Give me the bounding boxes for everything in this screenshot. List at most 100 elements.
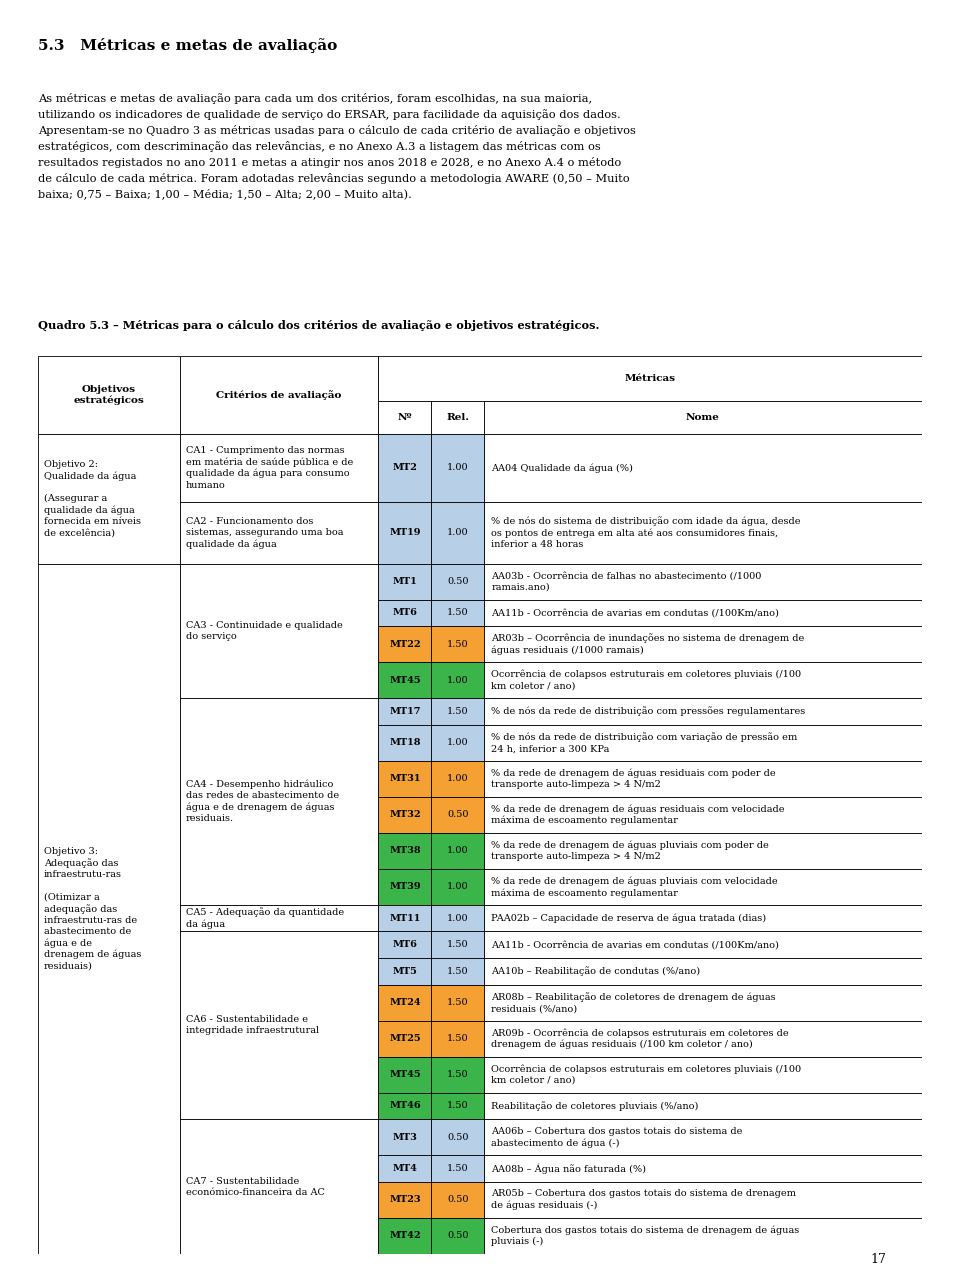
Bar	[180, 434, 378, 502]
Bar	[485, 959, 922, 984]
Bar	[431, 833, 485, 869]
Text: AA08b – Água não faturada (%): AA08b – Água não faturada (%)	[492, 1164, 646, 1174]
Text: 1.50: 1.50	[447, 941, 468, 950]
Bar	[485, 833, 922, 869]
Text: MT19: MT19	[389, 528, 420, 537]
Text: CA7 - Sustentabilidade
económico-financeira da AC: CA7 - Sustentabilidade económico-finance…	[186, 1176, 324, 1197]
Text: 1.50: 1.50	[447, 998, 468, 1007]
Bar	[485, 932, 922, 959]
Text: 0.50: 0.50	[447, 811, 468, 820]
Text: MT23: MT23	[389, 1195, 420, 1204]
Bar	[378, 1057, 431, 1092]
Text: 1.00: 1.00	[447, 847, 468, 855]
Text: AR09b - Ocorrência de colapsos estruturais em coletores de
drenagem de águas res: AR09b - Ocorrência de colapsos estrutura…	[492, 1029, 789, 1049]
Bar	[180, 905, 378, 932]
Bar	[485, 1119, 922, 1156]
Text: MT25: MT25	[389, 1034, 420, 1043]
Text: Objetivos
estratégicos: Objetivos estratégicos	[74, 384, 144, 405]
Text: MT22: MT22	[389, 639, 420, 649]
Text: CA2 - Funcionamento dos
sistemas, assegurando uma boa
qualidade da água: CA2 - Funcionamento dos sistemas, assegu…	[186, 517, 344, 549]
Bar	[378, 984, 431, 1021]
Text: MT5: MT5	[393, 966, 418, 976]
Text: AA11b - Ocorrência de avarias em condutas (/100Km/ano): AA11b - Ocorrência de avarias em conduta…	[492, 608, 780, 617]
Bar	[431, 905, 485, 932]
Text: MT42: MT42	[389, 1231, 420, 1240]
Bar	[431, 626, 485, 662]
Text: MT4: MT4	[393, 1164, 418, 1172]
Text: 1.00: 1.00	[447, 463, 468, 472]
Bar	[431, 1218, 485, 1254]
Text: 1.50: 1.50	[447, 1164, 468, 1172]
Text: Ocorrência de colapsos estruturais em coletores pluviais (/100
km coletor / ano): Ocorrência de colapsos estruturais em co…	[492, 1064, 802, 1085]
Text: % da rede de drenagem de águas residuais com poder de
transporte auto-limpeza > : % da rede de drenagem de águas residuais…	[492, 769, 776, 789]
Text: AA10b – Reabilitação de condutas (%/ano): AA10b – Reabilitação de condutas (%/ano)	[492, 966, 701, 976]
Bar	[431, 1156, 485, 1181]
Bar	[378, 1181, 431, 1218]
Bar	[431, 600, 485, 626]
Text: CA3 - Continuidade e qualidade
do serviço: CA3 - Continuidade e qualidade do serviç…	[186, 621, 343, 640]
Bar	[485, 1092, 922, 1119]
Bar	[485, 698, 922, 724]
Bar	[378, 724, 431, 761]
Text: MT46: MT46	[389, 1101, 420, 1110]
Bar	[378, 797, 431, 833]
Text: MT39: MT39	[389, 882, 420, 891]
Bar	[485, 724, 922, 761]
Text: MT31: MT31	[389, 774, 420, 783]
Bar	[378, 1119, 431, 1156]
Bar	[38, 564, 180, 1254]
Bar	[485, 600, 922, 626]
Bar	[485, 502, 922, 564]
Text: % da rede de drenagem de águas pluviais com poder de
transporte auto-limpeza > 4: % da rede de drenagem de águas pluviais …	[492, 840, 769, 861]
Bar	[485, 905, 922, 932]
Bar	[485, 626, 922, 662]
Text: PAA02b – Capacidade de reserva de água tratada (dias): PAA02b – Capacidade de reserva de água t…	[492, 914, 767, 923]
Bar	[378, 1218, 431, 1254]
Bar	[180, 502, 378, 564]
Bar	[431, 761, 485, 797]
Text: 1.50: 1.50	[447, 608, 468, 617]
Bar	[431, 959, 485, 984]
Bar	[431, 698, 485, 724]
Bar	[378, 600, 431, 626]
Bar	[180, 698, 378, 905]
Text: % de nós da rede de distribuição com variação de pressão em
24 h, inferior a 300: % de nós da rede de distribuição com var…	[492, 732, 798, 754]
Bar	[378, 869, 431, 905]
Text: 0.50: 0.50	[447, 1133, 468, 1142]
Bar	[485, 401, 922, 434]
Text: MT6: MT6	[393, 608, 418, 617]
Text: CA6 - Sustentabilidade e
integridade infraestrutural: CA6 - Sustentabilidade e integridade inf…	[186, 1016, 319, 1035]
Text: 1.00: 1.00	[447, 774, 468, 783]
Bar	[485, 984, 922, 1021]
Text: AA03b - Ocorrência de falhas no abastecimento (/1000
ramais.ano): AA03b - Ocorrência de falhas no abasteci…	[492, 572, 762, 592]
Bar	[431, 724, 485, 761]
Bar	[378, 833, 431, 869]
Bar	[485, 434, 922, 502]
Bar	[431, 1119, 485, 1156]
Bar	[431, 564, 485, 600]
Bar	[180, 1119, 378, 1254]
Bar	[485, 1218, 922, 1254]
Bar	[378, 564, 431, 600]
Text: Nº: Nº	[397, 412, 412, 421]
Bar	[431, 932, 485, 959]
Text: % da rede de drenagem de águas pluviais com velocidade
máxima de escoamento regu: % da rede de drenagem de águas pluviais …	[492, 876, 779, 897]
Bar	[431, 869, 485, 905]
Bar	[431, 1181, 485, 1218]
Text: MT18: MT18	[389, 738, 420, 747]
Text: Métricas: Métricas	[625, 374, 676, 383]
Text: AA11b - Ocorrência de avarias em condutas (/100Km/ano): AA11b - Ocorrência de avarias em conduta…	[492, 941, 780, 950]
Text: Reabilitação de coletores pluviais (%/ano): Reabilitação de coletores pluviais (%/an…	[492, 1101, 699, 1111]
Text: 1.00: 1.00	[447, 528, 468, 537]
Bar	[431, 434, 485, 502]
Text: 5.3   Métricas e metas de avaliação: 5.3 Métricas e metas de avaliação	[38, 38, 338, 53]
Text: MT6: MT6	[393, 941, 418, 950]
Text: 0.50: 0.50	[447, 1231, 468, 1240]
Text: MT45: MT45	[389, 676, 420, 685]
Bar	[431, 1021, 485, 1057]
Bar	[378, 434, 431, 502]
Text: 0.50: 0.50	[447, 1195, 468, 1204]
Text: MT11: MT11	[389, 914, 420, 923]
Bar	[378, 626, 431, 662]
Text: 1.00: 1.00	[447, 914, 468, 923]
